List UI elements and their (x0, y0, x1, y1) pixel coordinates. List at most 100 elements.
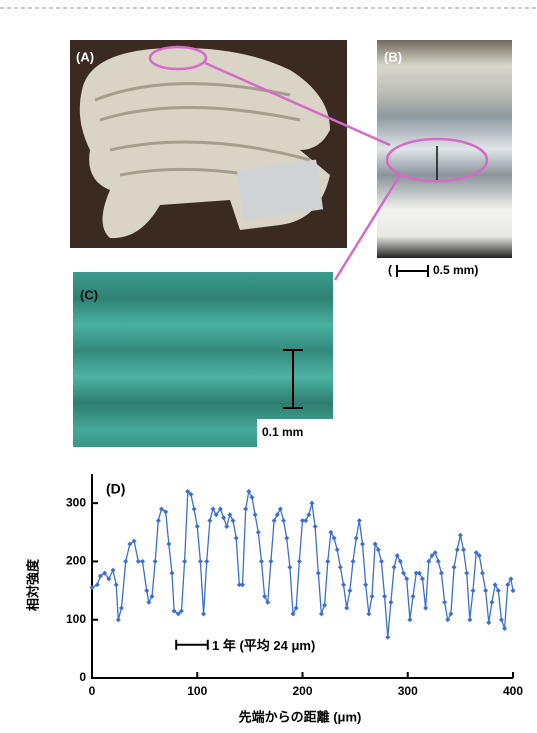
data-point (291, 611, 296, 616)
data-point (204, 559, 209, 564)
data-point (511, 588, 516, 593)
data-point (328, 530, 333, 535)
data-point (464, 571, 469, 576)
data-point (149, 594, 154, 599)
data-point (398, 559, 403, 564)
data-point (392, 565, 397, 570)
data-point (294, 606, 299, 611)
data-point (385, 635, 390, 640)
x-tick-label: 400 (503, 684, 523, 698)
data-point (505, 582, 510, 587)
data-point (243, 506, 248, 511)
data-point (483, 588, 488, 593)
data-point (379, 559, 384, 564)
data-point (166, 541, 171, 546)
data-point (90, 585, 95, 590)
data-point (332, 536, 337, 541)
figure: (A) (B) ( 0.5 mm) (C) 0.1 mm (D) 先端からの距離… (0, 0, 537, 733)
data-point (297, 559, 302, 564)
data-point (256, 530, 261, 535)
data-point (272, 518, 277, 523)
data-point (287, 565, 292, 570)
panel-label: (A) (76, 49, 94, 64)
data-point (423, 606, 428, 611)
chart-title: (D) (106, 481, 125, 497)
y-tick-label: 300 (66, 495, 86, 509)
data-point (224, 524, 229, 529)
data-point (338, 565, 343, 570)
data-point (499, 617, 504, 622)
photo-b: (B) (377, 40, 512, 258)
data-point (458, 533, 463, 538)
data-point (95, 582, 100, 587)
scale-label: ( (388, 263, 392, 277)
panel-label: (C) (80, 287, 98, 302)
data-point (471, 588, 476, 593)
data-point (382, 594, 387, 599)
data-point (284, 536, 289, 541)
data-point (354, 536, 359, 541)
data-point (442, 600, 447, 605)
data-point (357, 518, 362, 523)
data-point (278, 506, 283, 511)
data-point (388, 600, 393, 605)
data-point (249, 495, 254, 500)
x-tick-label: 200 (292, 684, 312, 698)
data-point (234, 536, 239, 541)
data-point (169, 571, 174, 576)
scale-label: 0.1 mm (262, 425, 303, 439)
data-point (351, 559, 356, 564)
data-point (508, 576, 513, 581)
y-axis-label: 相対強度 (25, 558, 40, 611)
data-point (445, 617, 450, 622)
data-point (411, 594, 416, 599)
data-point (322, 603, 327, 608)
data-point (192, 506, 197, 511)
data-point (119, 606, 124, 611)
data-point (420, 576, 425, 581)
data-point (156, 518, 161, 523)
data-point (303, 518, 308, 523)
data-point (417, 571, 422, 576)
x-tick-label: 100 (187, 684, 207, 698)
data-point (486, 620, 491, 625)
panel-label: (B) (384, 49, 402, 64)
data-point (111, 568, 116, 573)
data-point (221, 515, 226, 520)
data-point (195, 524, 200, 529)
data-point (313, 524, 318, 529)
x-tick-label: 300 (398, 684, 418, 698)
data-point (360, 541, 365, 546)
data-point (404, 576, 409, 581)
data-point (306, 512, 311, 517)
y-tick-label: 200 (66, 554, 86, 568)
data-point (426, 559, 431, 564)
data-point (211, 506, 216, 511)
data-point (373, 541, 378, 546)
data-point (207, 518, 212, 523)
data-point (153, 559, 158, 564)
y-tick-label: 100 (66, 612, 86, 626)
x-tick-label: 0 (89, 684, 96, 698)
data-point (259, 559, 264, 564)
data-point (493, 582, 498, 587)
annotation-bar (176, 640, 208, 650)
data-point (146, 600, 151, 605)
data-point (240, 582, 245, 587)
data-point (325, 559, 330, 564)
data-point (262, 594, 267, 599)
data-point (363, 582, 368, 587)
data-point (123, 559, 128, 564)
data-point (452, 565, 457, 570)
data-point (316, 571, 321, 576)
data-point (182, 559, 187, 564)
data-point (376, 547, 381, 552)
data-point (467, 617, 472, 622)
data-point (407, 617, 412, 622)
data-point (395, 553, 400, 558)
data-point (347, 588, 352, 593)
data-point (461, 547, 466, 552)
data-point (496, 588, 501, 593)
data-point (265, 600, 270, 605)
data-point (140, 559, 145, 564)
